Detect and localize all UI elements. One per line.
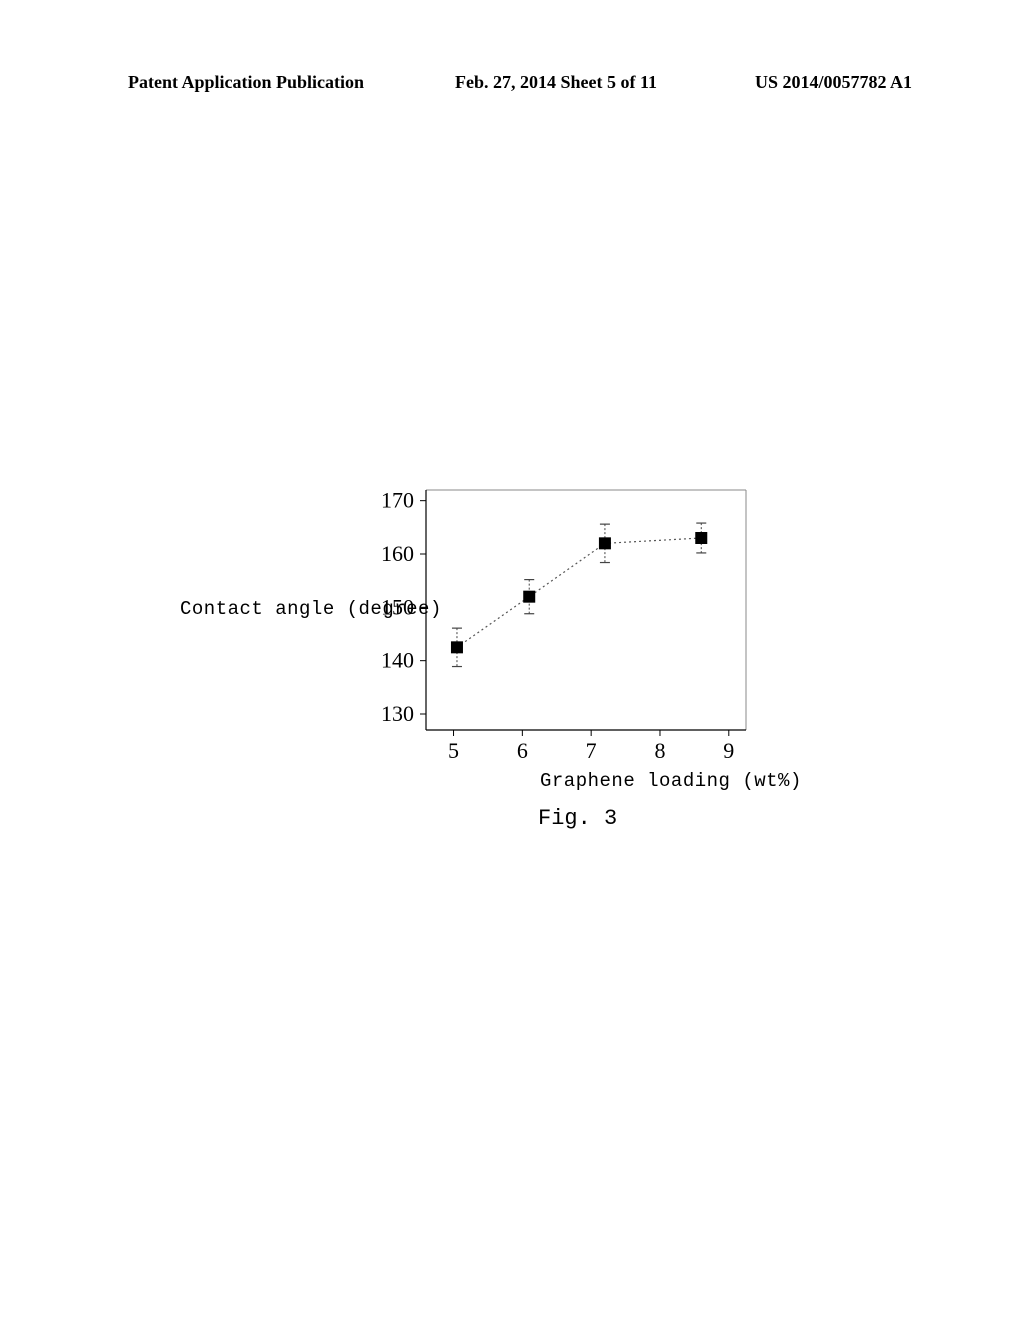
y-tick-label: 130 <box>381 701 414 726</box>
figure-caption: Fig. 3 <box>538 806 617 831</box>
y-tick-label: 160 <box>381 541 414 566</box>
header-date-sheet: Feb. 27, 2014 Sheet 5 of 11 <box>455 72 657 93</box>
data-point <box>695 532 707 544</box>
chart-line <box>457 538 701 647</box>
y-tick-label: 140 <box>381 648 414 673</box>
x-tick-label: 6 <box>517 738 528 763</box>
x-tick-label: 5 <box>448 738 459 763</box>
chart-x-axis-label: Graphene loading (wt%) <box>540 770 802 792</box>
data-point <box>451 641 463 653</box>
page: Patent Application Publication Feb. 27, … <box>0 0 1024 1320</box>
header-publication: Patent Application Publication <box>128 72 364 93</box>
data-point <box>599 537 611 549</box>
x-tick-label: 8 <box>654 738 665 763</box>
chart-contact-angle-vs-loading: 130 140 150 160 170 5 6 7 8 9 <box>366 480 756 775</box>
y-tick-label: 170 <box>381 488 414 513</box>
y-tick-label: 150 <box>381 594 414 619</box>
x-tick-label: 9 <box>723 738 734 763</box>
header-patent-number: US 2014/0057782 A1 <box>755 72 912 93</box>
x-tick-label: 7 <box>586 738 597 763</box>
data-point <box>523 591 535 603</box>
